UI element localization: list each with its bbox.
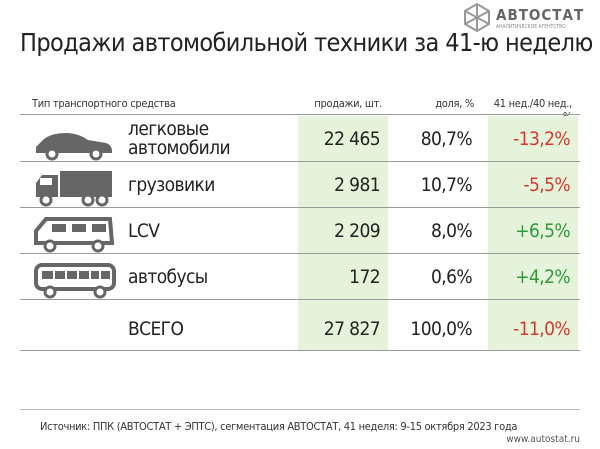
vehicle-icon [34, 217, 115, 253]
source: Источник: ППК (АВТОСТАТ + ЭПТС), сегмент… [40, 420, 518, 433]
value-cell: 0,6% [430, 265, 473, 288]
value-cell: 172 [349, 265, 380, 288]
value-cell: 80,7% [420, 127, 473, 150]
value-cell: -11,0% [513, 317, 570, 340]
value-cell: 2 981 [334, 173, 381, 196]
value-cell: 27 827 [323, 317, 381, 340]
value-cell: 8,0% [430, 219, 473, 242]
change-bg [488, 116, 578, 350]
vehicle-icon [36, 171, 112, 207]
url: www.autostat.ru [506, 434, 580, 445]
logo-subtitle: АНАЛИТИЧЕСКОЕ АГЕНТСТВО [496, 24, 566, 30]
column-header: продажи, шт. [314, 97, 382, 110]
vehicle-type: легковые автомобили [128, 118, 231, 159]
vehicle-type: ВСЕГО [128, 317, 184, 340]
value-cell: 2 209 [334, 219, 381, 242]
value-cell: 100,0% [410, 317, 472, 340]
logo-icon [464, 2, 490, 32]
row-line [20, 161, 580, 162]
column-header: Тип транспортного средства [32, 97, 176, 110]
logo-text: АВТОСТАТ [496, 6, 585, 24]
vehicle-type: грузовики [128, 173, 215, 196]
row-line [20, 253, 580, 254]
vehicle-type: автобусы [128, 265, 208, 288]
header-line [20, 114, 580, 115]
value-cell: -13,2% [513, 127, 570, 150]
value-cell: +4,2% [515, 265, 570, 288]
vehicle-type: LCV [128, 219, 160, 242]
value-cell: -5,5% [523, 173, 570, 196]
value-cell: +6,5% [515, 219, 570, 242]
value-cell: 22 465 [323, 127, 381, 150]
bottom-line [20, 350, 580, 351]
sales-bg [298, 116, 388, 350]
title: Продажи автомобильной техники за 41-ю не… [20, 28, 593, 57]
row-line [20, 207, 580, 208]
vehicle-icon [36, 133, 112, 161]
column-header: доля, % [435, 97, 474, 110]
value-cell: 10,7% [420, 173, 473, 196]
footer-line [20, 409, 580, 410]
row-line [20, 299, 580, 300]
vehicle-icon [34, 263, 116, 299]
